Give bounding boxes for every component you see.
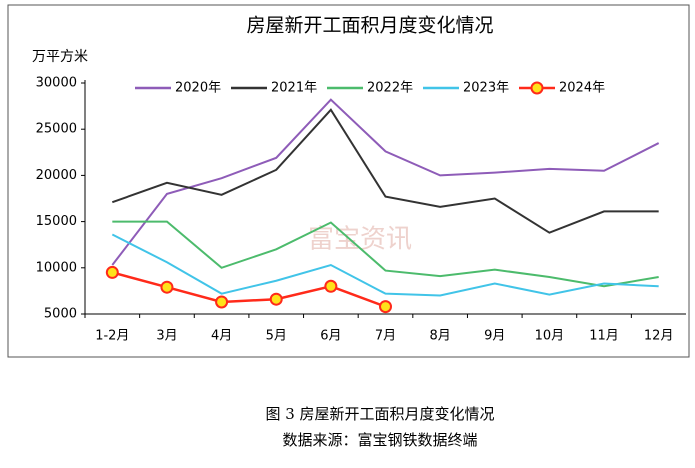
legend-label: 2020年 xyxy=(175,81,221,96)
data-point xyxy=(269,292,283,306)
data-point xyxy=(215,295,229,309)
series-line xyxy=(111,98,660,266)
y-tick-label: 5000 xyxy=(44,307,77,322)
y-tick-label: 20000 xyxy=(36,168,77,183)
watermark: 富宝资讯 xyxy=(308,225,412,255)
x-tick-label: 11月 xyxy=(589,329,619,344)
source-caption: 数据来源：富宝钢铁数据终端 xyxy=(282,431,477,449)
chart-title: 房屋新开工面积月度变化情况 xyxy=(246,15,493,37)
legend-label: 2021年 xyxy=(271,81,317,96)
x-tick-label: 9月 xyxy=(484,329,505,344)
x-tick-label: 1-2月 xyxy=(95,329,129,344)
data-point xyxy=(379,300,392,314)
y-tick-label: 30000 xyxy=(36,76,77,91)
y-tick-label: 15000 xyxy=(36,214,77,229)
x-tick-label: 8月 xyxy=(429,329,450,344)
legend-label: 2024年 xyxy=(559,81,605,96)
x-tick-label: 5月 xyxy=(266,329,287,344)
figure-caption: 图 3 房屋新开工面积月度变化情况 xyxy=(265,405,494,423)
x-tick-label: 10月 xyxy=(535,329,565,344)
data-point xyxy=(105,265,119,279)
series-line xyxy=(111,108,659,234)
series-line xyxy=(112,220,659,288)
data-point xyxy=(160,280,174,294)
series-line xyxy=(111,233,659,297)
legend-marker xyxy=(530,81,544,95)
y-tick-label: 10000 xyxy=(36,260,77,275)
legend-label: 2022年 xyxy=(367,81,413,96)
x-tick-label: 4月 xyxy=(211,329,232,344)
x-tick-label: 6月 xyxy=(320,329,341,344)
x-tick-label: 3月 xyxy=(156,329,177,344)
series-line xyxy=(111,271,386,308)
legend-label: 2023年 xyxy=(463,81,509,96)
data-point xyxy=(324,279,338,293)
y-axis-label: 万平方米 xyxy=(32,49,88,65)
chart-frame xyxy=(7,4,690,358)
x-tick-label: 12月 xyxy=(644,329,674,344)
y-tick-label: 25000 xyxy=(36,122,77,137)
x-tick-label: 7月 xyxy=(375,329,396,344)
